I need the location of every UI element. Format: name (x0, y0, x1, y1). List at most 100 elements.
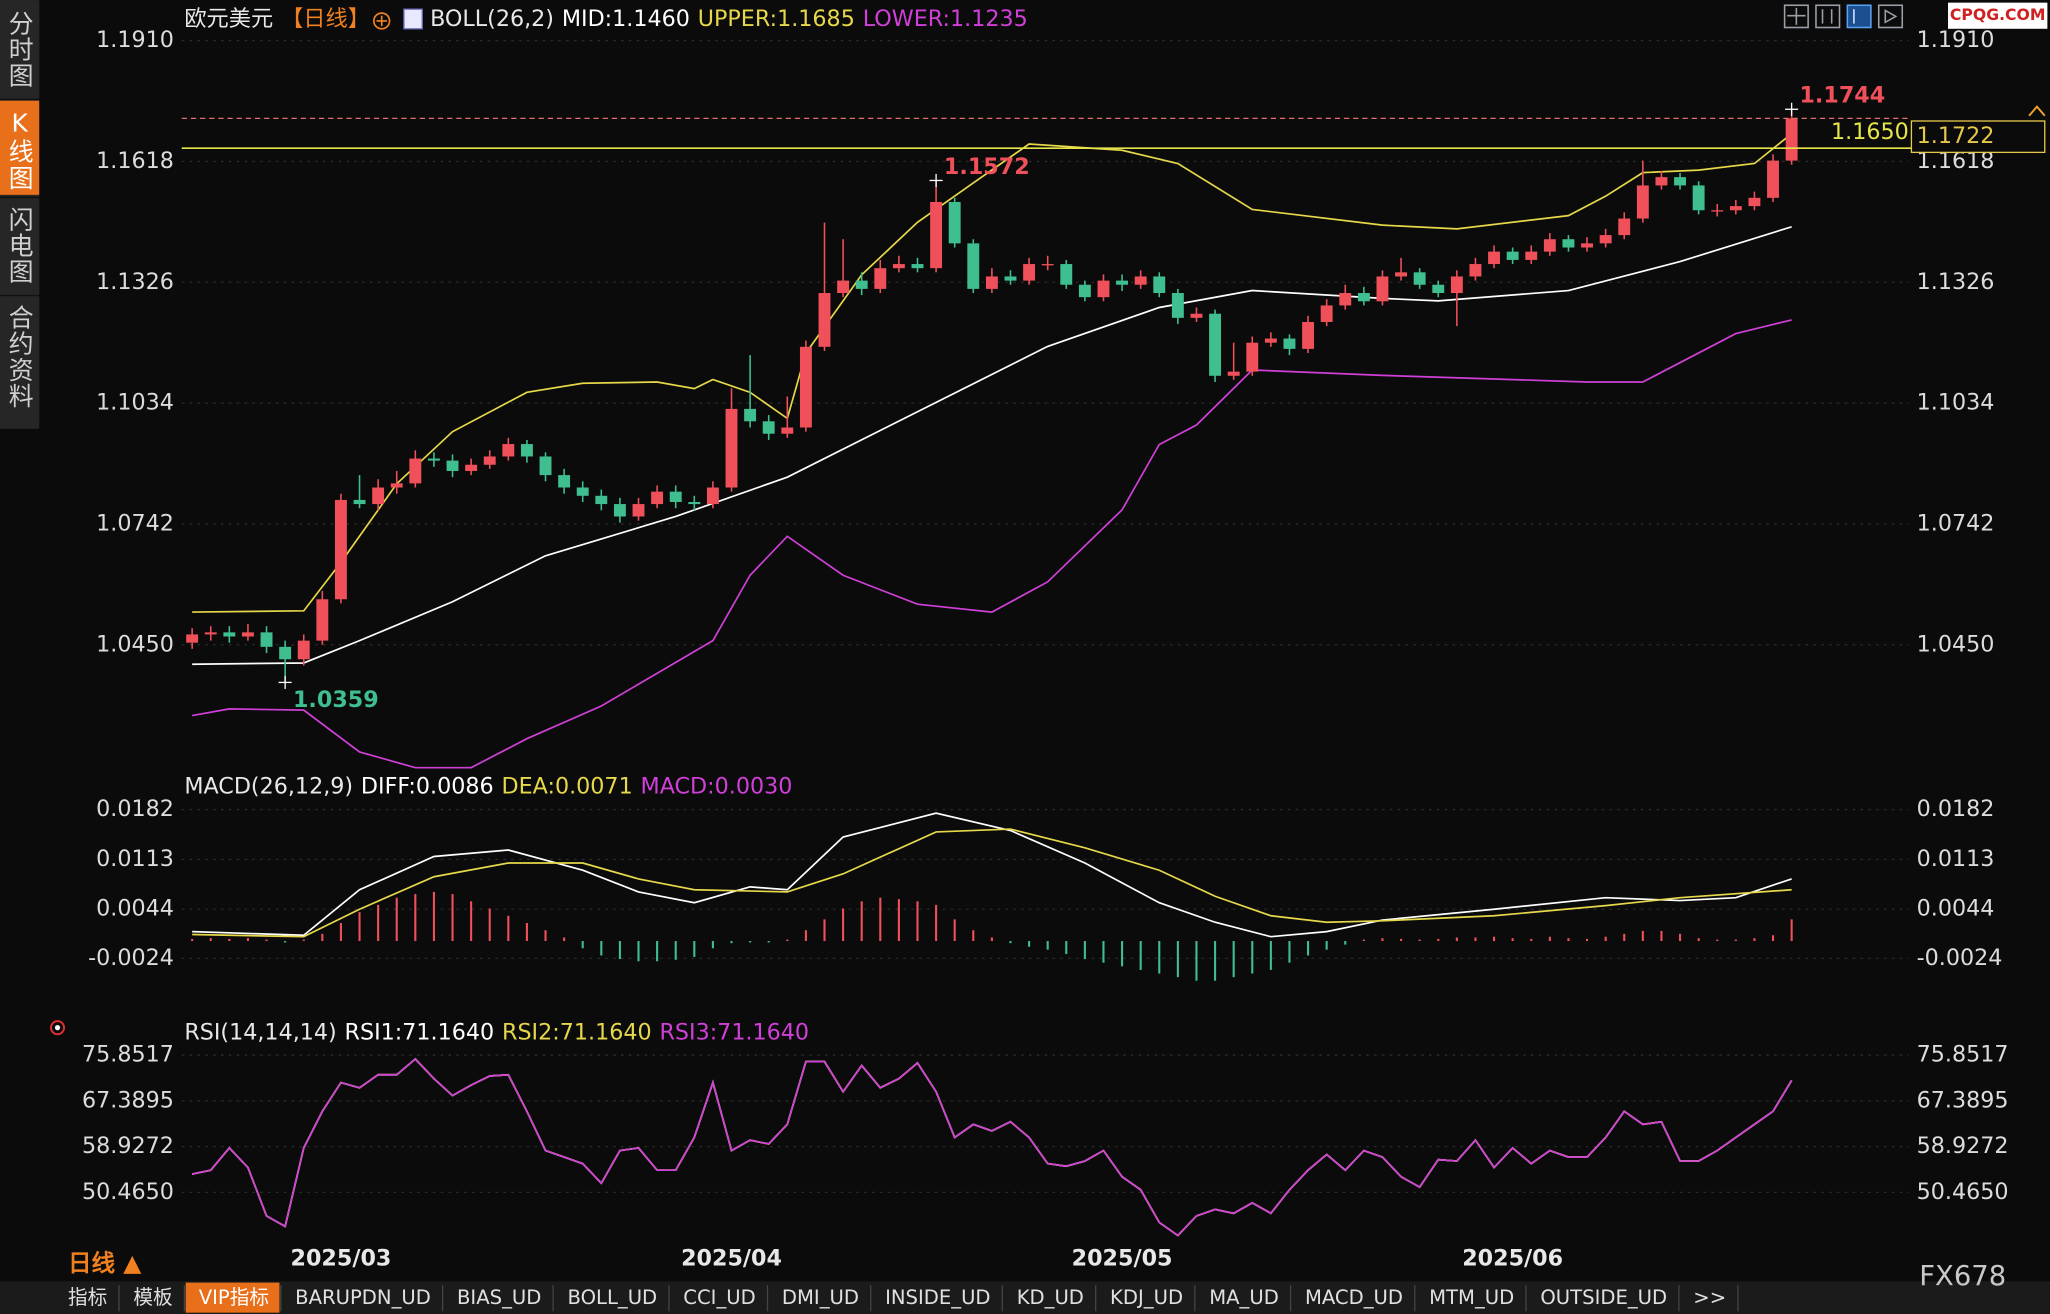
bottom-tab[interactable] (120, 1282, 184, 1313)
side-tab-label[interactable]: 分时图 (5, 10, 34, 89)
y-tick-label: 1.0742 (96, 510, 174, 536)
side-tab-label[interactable]: 闪电图 (5, 206, 34, 285)
candle-body (1581, 243, 1593, 248)
candle-body (1488, 251, 1501, 265)
bottom-tab-label[interactable]: MACD_UD (1305, 1286, 1403, 1309)
candle-body (334, 499, 347, 600)
bottom-tab[interactable] (54, 1282, 118, 1313)
bottom-tab[interactable] (1291, 1282, 1414, 1313)
candle-body (818, 293, 831, 347)
bottom-tab-label[interactable]: BOLL_UD (568, 1286, 658, 1309)
bottom-tab-label[interactable]: VIP指标 (199, 1286, 269, 1309)
candle-body (1376, 276, 1389, 302)
tool-icon[interactable] (1783, 4, 1809, 29)
candle-body (1246, 342, 1259, 372)
candle-body (520, 444, 533, 457)
series-line (192, 812, 1792, 938)
bottom-tab[interactable] (872, 1282, 1002, 1313)
candle-body (930, 201, 943, 269)
period-label[interactable]: 日线 ▲ (68, 1249, 142, 1277)
bottom-tab[interactable] (1003, 1282, 1095, 1313)
candle-body (576, 487, 589, 496)
candle-body (1525, 251, 1538, 260)
bottom-tab[interactable] (1527, 1282, 1678, 1313)
candle-body (483, 456, 496, 465)
candle-body (260, 632, 273, 647)
price-arrow (2028, 105, 2046, 117)
period: 【日线】 (281, 6, 370, 32)
indicator-icon (403, 8, 423, 30)
bottom-tab[interactable] (1196, 1282, 1290, 1313)
candle-body (353, 499, 366, 505)
bottom-tab-label[interactable]: MA_UD (1209, 1286, 1279, 1309)
side-tab[interactable] (0, 2, 40, 97)
bottom-tab[interactable] (185, 1282, 280, 1313)
candle-body (186, 634, 199, 643)
bottom-tab-label[interactable]: INSIDE_UD (885, 1286, 990, 1309)
bottom-tab-label[interactable]: 指标 (68, 1286, 107, 1309)
y-tick-label-right: 0.0182 (1917, 796, 1995, 822)
bottom-tab-label[interactable]: >> (1693, 1286, 1726, 1309)
bottom-tab-label[interactable]: CCI_UD (683, 1286, 755, 1309)
y-tick-label: 1.1034 (96, 390, 174, 416)
candle-body (1395, 272, 1408, 277)
extreme-label: 1.1744 (1799, 83, 1885, 109)
side-tab-label[interactable]: K线图 (5, 109, 34, 192)
bottom-tab-label[interactable]: 模板 (133, 1286, 172, 1309)
bottom-tab[interactable] (768, 1282, 870, 1313)
y-tick-label: 58.9272 (82, 1133, 174, 1159)
candle-body (1432, 284, 1445, 294)
bottom-tab[interactable] (1096, 1282, 1194, 1313)
add-icon[interactable] (373, 12, 391, 30)
bottom-tab[interactable] (670, 1282, 767, 1313)
bottom-tab[interactable] (554, 1282, 668, 1313)
last-price-box (1910, 120, 2046, 154)
x-tick-label: 2025/04 (681, 1246, 782, 1272)
candle-body (1134, 276, 1147, 285)
bottom-tab-label[interactable]: BARUPDN_UD (295, 1286, 431, 1309)
watermark-box (1948, 2, 2048, 29)
bottom-tab-label[interactable]: OUTSIDE_UD (1540, 1286, 1667, 1309)
candle-body (985, 276, 998, 289)
bottom-tab-label[interactable]: KD_UD (1017, 1286, 1084, 1309)
y-tick-label-right: 1.0450 (1917, 631, 1995, 657)
bottom-tab-label[interactable]: DMI_UD (782, 1286, 859, 1309)
side-tab[interactable] (0, 198, 40, 293)
side-tab[interactable] (0, 100, 40, 195)
bottom-tab[interactable] (282, 1282, 442, 1313)
candle-body (1153, 276, 1166, 294)
series-line (192, 828, 1792, 938)
candle-body (1078, 284, 1091, 298)
candle-body (1302, 321, 1315, 349)
y-tick-label: 1.0450 (96, 631, 174, 657)
legend-entry: MID:1.1460 (562, 6, 690, 32)
candle-body (1748, 197, 1761, 207)
y-tick-label: 1.1326 (96, 269, 174, 295)
bottom-tab-label[interactable]: MTM_UD (1429, 1286, 1514, 1309)
candle-body (1692, 185, 1705, 211)
y-tick-label: 1.1618 (96, 148, 174, 174)
toolbar (1783, 4, 1904, 29)
tool-icon[interactable] (1846, 4, 1872, 29)
bottom-tab[interactable] (1416, 1282, 1525, 1313)
y-tick-label: 0.0044 (96, 896, 174, 922)
legend-entry: MACD:0.0030 (641, 774, 793, 800)
side-tab-label[interactable]: 合约资料 (5, 305, 34, 410)
y-tick-label-right: -0.0024 (1917, 945, 2003, 971)
candle-body (1636, 185, 1649, 219)
tool-icon[interactable] (1815, 4, 1841, 29)
side-tab[interactable] (0, 296, 40, 419)
candle-body (669, 491, 682, 502)
bottom-tab[interactable] (443, 1282, 552, 1313)
tool-icon[interactable] (1877, 4, 1904, 29)
candle-body (1450, 276, 1463, 294)
icon-ring (50, 1020, 66, 1036)
candle-body (1711, 210, 1724, 212)
bottom-tab-label[interactable]: KDJ_UD (1110, 1286, 1183, 1309)
candle-body (1023, 264, 1036, 281)
bottom-tab-label[interactable]: BIAS_UD (457, 1286, 541, 1309)
bottom-tab[interactable] (1680, 1282, 1737, 1313)
y-tick-label-right: 0.0113 (1917, 846, 1995, 872)
candle-body (688, 501, 701, 505)
chart-title: 欧元美元 (184, 6, 273, 32)
